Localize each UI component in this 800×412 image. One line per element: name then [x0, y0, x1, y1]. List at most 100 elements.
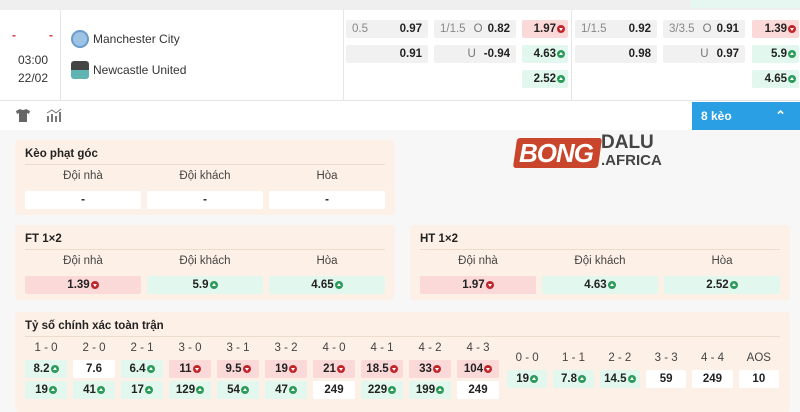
score-odds[interactable]: 104	[457, 360, 499, 378]
match-date: 22/02	[17, 71, 49, 85]
score-label: 1 - 1	[561, 352, 585, 364]
ht-1x2-card: HT 1×2 Đội nhà Đội khách Hòa 1.97 4.63 2.52	[410, 225, 790, 300]
score-odds[interactable]: 199	[409, 381, 451, 399]
score-odds[interactable]: 19	[265, 360, 307, 378]
score-odds[interactable]: 249	[457, 381, 499, 399]
score-odds[interactable]: 10	[738, 370, 779, 388]
home-team[interactable]: Manchester City	[71, 30, 180, 48]
arrow-up-icon	[788, 75, 796, 83]
column-label: Hòa	[711, 255, 733, 267]
arrow-down-icon	[485, 280, 494, 289]
column-label: Hòa	[316, 255, 338, 267]
ht-1x2-odds[interactable]: 5.9	[752, 45, 799, 63]
more-odds-label: 8 kèo	[701, 109, 732, 123]
arrow-up-icon	[196, 385, 205, 394]
arrow-up-icon	[557, 75, 565, 83]
score-odds[interactable]: 54	[217, 381, 259, 399]
odds-value[interactable]: -	[25, 191, 141, 209]
odds-value[interactable]: 1.97	[420, 276, 536, 294]
score-odds[interactable]: 229	[361, 381, 403, 399]
score-odds[interactable]: 7.8	[553, 370, 594, 388]
ht-over[interactable]: 3/3.5 O 0.91	[663, 20, 745, 38]
arrow-up-icon	[144, 385, 153, 394]
score-odds[interactable]: 14.5	[599, 370, 640, 388]
away-team-name: Newcastle United	[93, 63, 187, 77]
previous-row-button[interactable]	[690, 0, 800, 8]
score-odds[interactable]: 18.5	[361, 360, 403, 378]
score-odds[interactable]: 8.2	[25, 360, 67, 378]
arrow-down-icon	[389, 364, 398, 373]
match-time: 03:00	[17, 53, 49, 67]
odds-value[interactable]: -	[147, 191, 263, 209]
arrow-up-icon	[334, 280, 343, 289]
arrow-down-icon	[557, 25, 565, 33]
score-odds[interactable]: 7.6	[73, 360, 115, 378]
odds-value[interactable]: 2.52	[664, 276, 780, 294]
arrow-up-icon	[577, 374, 586, 383]
score-odds[interactable]: 21	[313, 360, 355, 378]
stats-chart-icon[interactable]	[46, 108, 62, 122]
shirt-icon[interactable]	[16, 109, 30, 122]
score-odds[interactable]: 6.4	[121, 360, 163, 378]
ht-1x2-odds[interactable]: 4.65	[752, 70, 799, 88]
score-label: 3 - 2	[274, 342, 298, 354]
odds-value[interactable]: 1.39	[25, 276, 141, 294]
score-odds[interactable]: 17	[121, 381, 163, 399]
manchester-city-crest-icon	[71, 30, 89, 48]
score-label: 2 - 2	[608, 352, 632, 364]
odds-value[interactable]: 4.65	[269, 276, 385, 294]
arrow-down-icon	[242, 364, 251, 373]
score-label: 4 - 3	[466, 342, 490, 354]
corner-odds-card: Kèo phạt góc Đội nhà Đội khách Hòa - - -	[15, 140, 395, 215]
score-odds[interactable]: 59	[645, 370, 687, 388]
odds-value[interactable]: 4.63	[542, 276, 658, 294]
home-team-name: Manchester City	[93, 32, 180, 46]
arrow-up-icon	[607, 280, 616, 289]
score-odds[interactable]: 47	[265, 381, 307, 399]
ft-handicap-away[interactable]: 0.91	[346, 45, 428, 63]
score-label: 4 - 1	[370, 342, 394, 354]
score-label: 2 - 1	[130, 342, 154, 354]
column-label: Đội nhà	[63, 170, 103, 182]
score-odds[interactable]: 19	[507, 370, 548, 388]
ht-under[interactable]: U 0.97	[663, 45, 745, 63]
score-odds[interactable]: 19	[25, 381, 67, 399]
ft-1x2-odds[interactable]: 4.63	[522, 45, 568, 63]
score-odds[interactable]: 129	[169, 381, 211, 399]
score-odds[interactable]: 9.5	[217, 360, 259, 378]
score-label: 1 - 0	[34, 342, 58, 354]
ft-under[interactable]: U -0.94	[434, 45, 516, 63]
ft-card-title: FT 1×2	[25, 233, 385, 250]
odds-value[interactable]: 5.9	[147, 276, 263, 294]
arrow-up-icon	[788, 50, 796, 58]
score-odds[interactable]: 11	[169, 360, 211, 378]
score-odds[interactable]: 249	[692, 370, 733, 388]
score-label: AOS	[746, 352, 771, 364]
ht-1x2-odds[interactable]: 1.39	[752, 20, 799, 38]
odds-value[interactable]: -	[269, 191, 385, 209]
score-odds[interactable]: 33	[409, 360, 451, 378]
away-team[interactable]: Newcastle United	[71, 61, 186, 79]
score-odds[interactable]: 249	[313, 381, 355, 399]
ft-handicap-home[interactable]: 0.5 0.97	[346, 20, 428, 38]
more-odds-button[interactable]: 8 kèo ⌃	[692, 102, 800, 130]
ht-handicap-away[interactable]: 0.98	[575, 45, 657, 63]
arrow-down-icon	[192, 364, 201, 373]
arrow-up-icon	[48, 385, 57, 394]
score-odds[interactable]: 41	[73, 381, 115, 399]
score-label: 4 - 0	[322, 342, 346, 354]
ht-handicap-home[interactable]: 1/1.5 0.92	[575, 20, 657, 38]
match-row[interactable]: - - 03:00 22/02 Manchester City Newcastl…	[0, 10, 800, 101]
chevron-up-icon: ⌃	[775, 108, 786, 123]
arrow-up-icon	[530, 374, 539, 383]
arrow-down-icon	[484, 364, 493, 373]
arrow-down-icon	[788, 25, 796, 33]
ft-1x2-odds[interactable]: 2.52	[522, 70, 568, 88]
column-label: Hòa	[316, 170, 338, 182]
arrow-up-icon	[627, 374, 636, 383]
score-label: 4 - 4	[700, 352, 724, 364]
arrow-down-icon	[288, 364, 297, 373]
ft-1x2-odds[interactable]: 1.97	[522, 20, 568, 38]
away-score: -	[49, 28, 53, 42]
ft-over[interactable]: 1/1.5 O 0.82	[434, 20, 516, 38]
